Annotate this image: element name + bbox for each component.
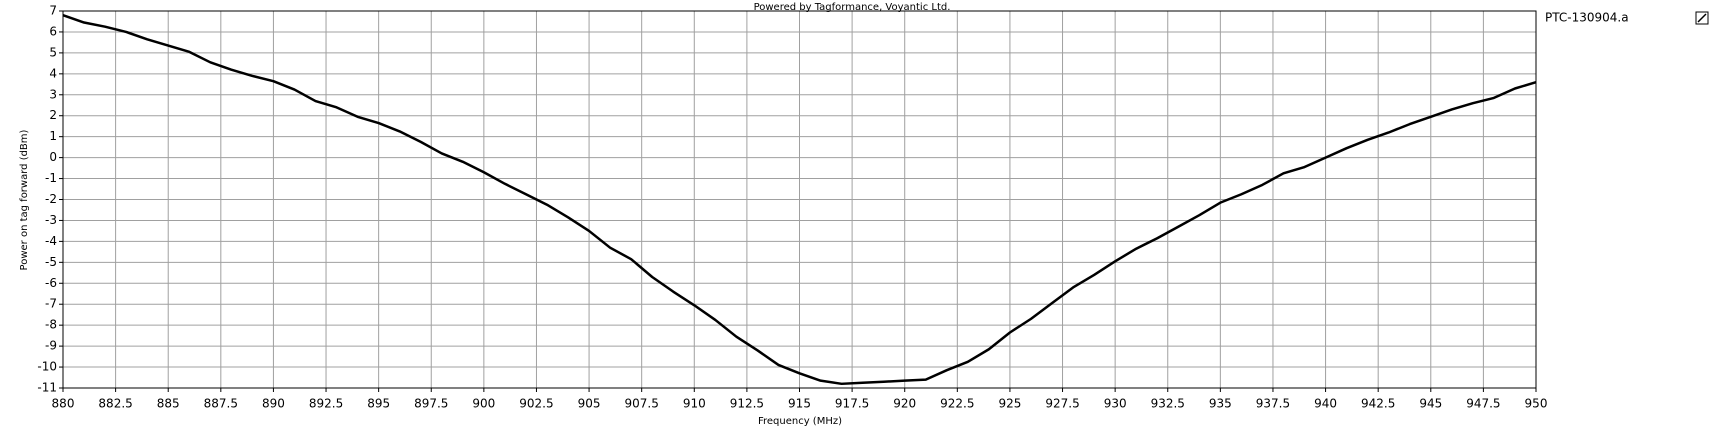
x-tick-label: 922.5 xyxy=(940,397,974,411)
x-tick-label: 887.5 xyxy=(204,397,238,411)
legend-icon[interactable] xyxy=(1695,11,1709,25)
x-tick-label: 892.5 xyxy=(309,397,343,411)
x-tick-label: 947.5 xyxy=(1466,397,1500,411)
x-tick-label: 940 xyxy=(1314,397,1337,411)
y-tick-label: 7 xyxy=(49,4,57,18)
x-tick-label: 895 xyxy=(367,397,390,411)
y-tick-label: -3 xyxy=(45,213,57,227)
y-tick-label: -2 xyxy=(45,192,57,206)
x-tick-label: 907.5 xyxy=(624,397,658,411)
x-tick-label: 942.5 xyxy=(1361,397,1395,411)
y-tick-label: 5 xyxy=(49,45,57,59)
y-tick-label: 3 xyxy=(49,87,57,101)
x-tick-label: 902.5 xyxy=(519,397,553,411)
y-tick-label: 1 xyxy=(49,129,57,143)
x-tick-label: 905 xyxy=(578,397,601,411)
x-tick-label: 915 xyxy=(788,397,811,411)
chart-title: Powered by Tagformance, Voyantic Ltd. xyxy=(754,2,951,13)
x-tick-label: 927.5 xyxy=(1045,397,1079,411)
x-tick-label: 937.5 xyxy=(1256,397,1290,411)
y-tick-label: -8 xyxy=(45,318,57,332)
y-tick-label: 6 xyxy=(49,24,57,38)
x-tick-label: 932.5 xyxy=(1151,397,1185,411)
y-tick-label: 4 xyxy=(49,66,57,80)
y-tick-label: -5 xyxy=(45,255,57,269)
y-tick-label: -7 xyxy=(45,297,57,311)
y-tick-label: -10 xyxy=(37,360,57,374)
x-tick-label: 885 xyxy=(157,397,180,411)
x-tick-label: 930 xyxy=(1104,397,1127,411)
series-line xyxy=(62,14,1537,386)
x-tick-label: 910 xyxy=(683,397,706,411)
legend-label: PTC-130904.a xyxy=(1545,11,1629,25)
y-tick-label: -6 xyxy=(45,276,57,290)
x-tick-label: 917.5 xyxy=(835,397,869,411)
y-tick-label: -4 xyxy=(45,234,57,248)
x-tick-label: 950 xyxy=(1525,397,1548,411)
x-axis-label: Frequency (MHz) xyxy=(758,416,842,427)
x-tick-label: 880 xyxy=(52,397,75,411)
y-tick-label: -9 xyxy=(45,339,57,353)
y-tick-label: 2 xyxy=(49,108,57,122)
x-tick-label: 920 xyxy=(893,397,916,411)
x-tick-label: 900 xyxy=(472,397,495,411)
x-tick-label: 912.5 xyxy=(730,397,764,411)
x-tick-label: 882.5 xyxy=(98,397,132,411)
y-axis-label: Power on tag forward (dBm) xyxy=(19,129,30,270)
x-tick-label: 935 xyxy=(1209,397,1232,411)
y-tick-label: -11 xyxy=(37,381,57,395)
x-tick-label: 890 xyxy=(262,397,285,411)
x-tick-label: 925 xyxy=(998,397,1021,411)
plot-frame xyxy=(62,10,1537,389)
x-tick-label: 945 xyxy=(1419,397,1442,411)
x-tick-label: 897.5 xyxy=(414,397,448,411)
y-tick-label: 0 xyxy=(49,150,57,164)
y-tick-label: -1 xyxy=(45,171,57,185)
